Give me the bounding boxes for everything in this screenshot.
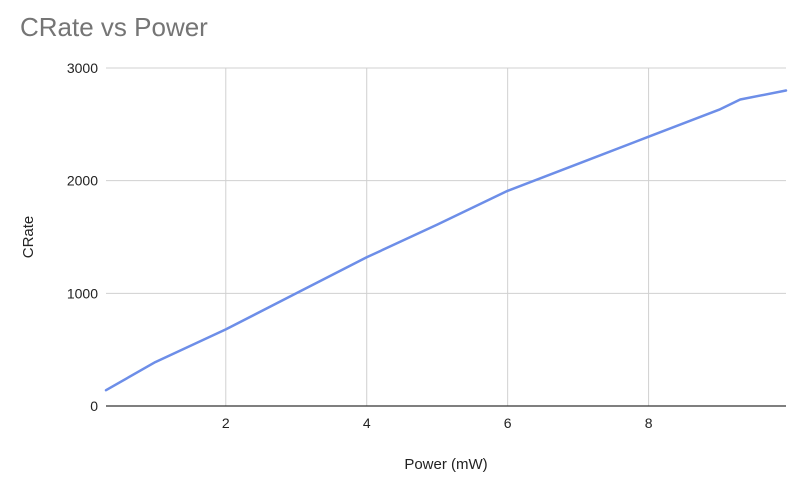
y-tick-label: 0 bbox=[90, 398, 98, 414]
y-tick-label: 1000 bbox=[67, 285, 98, 301]
x-tick-label: 4 bbox=[363, 415, 371, 431]
series-layer bbox=[104, 89, 788, 392]
x-tick-label: 2 bbox=[222, 415, 230, 431]
x-axis-label: Power (mW) bbox=[404, 456, 487, 473]
series-line bbox=[104, 89, 788, 392]
gridlines bbox=[106, 67, 786, 406]
y-tick-label: 3000 bbox=[67, 60, 98, 76]
y-tick-label: 2000 bbox=[67, 173, 98, 189]
chart-title: CRate vs Power bbox=[20, 12, 208, 42]
x-tick-label: 6 bbox=[504, 415, 512, 431]
x-tick-label: 8 bbox=[645, 415, 653, 431]
y-axis-label: CRate bbox=[20, 216, 37, 259]
y-tick-labels: 0 1000 2000 3000 bbox=[67, 60, 98, 414]
x-tick-labels: 2 4 6 8 bbox=[222, 415, 653, 431]
